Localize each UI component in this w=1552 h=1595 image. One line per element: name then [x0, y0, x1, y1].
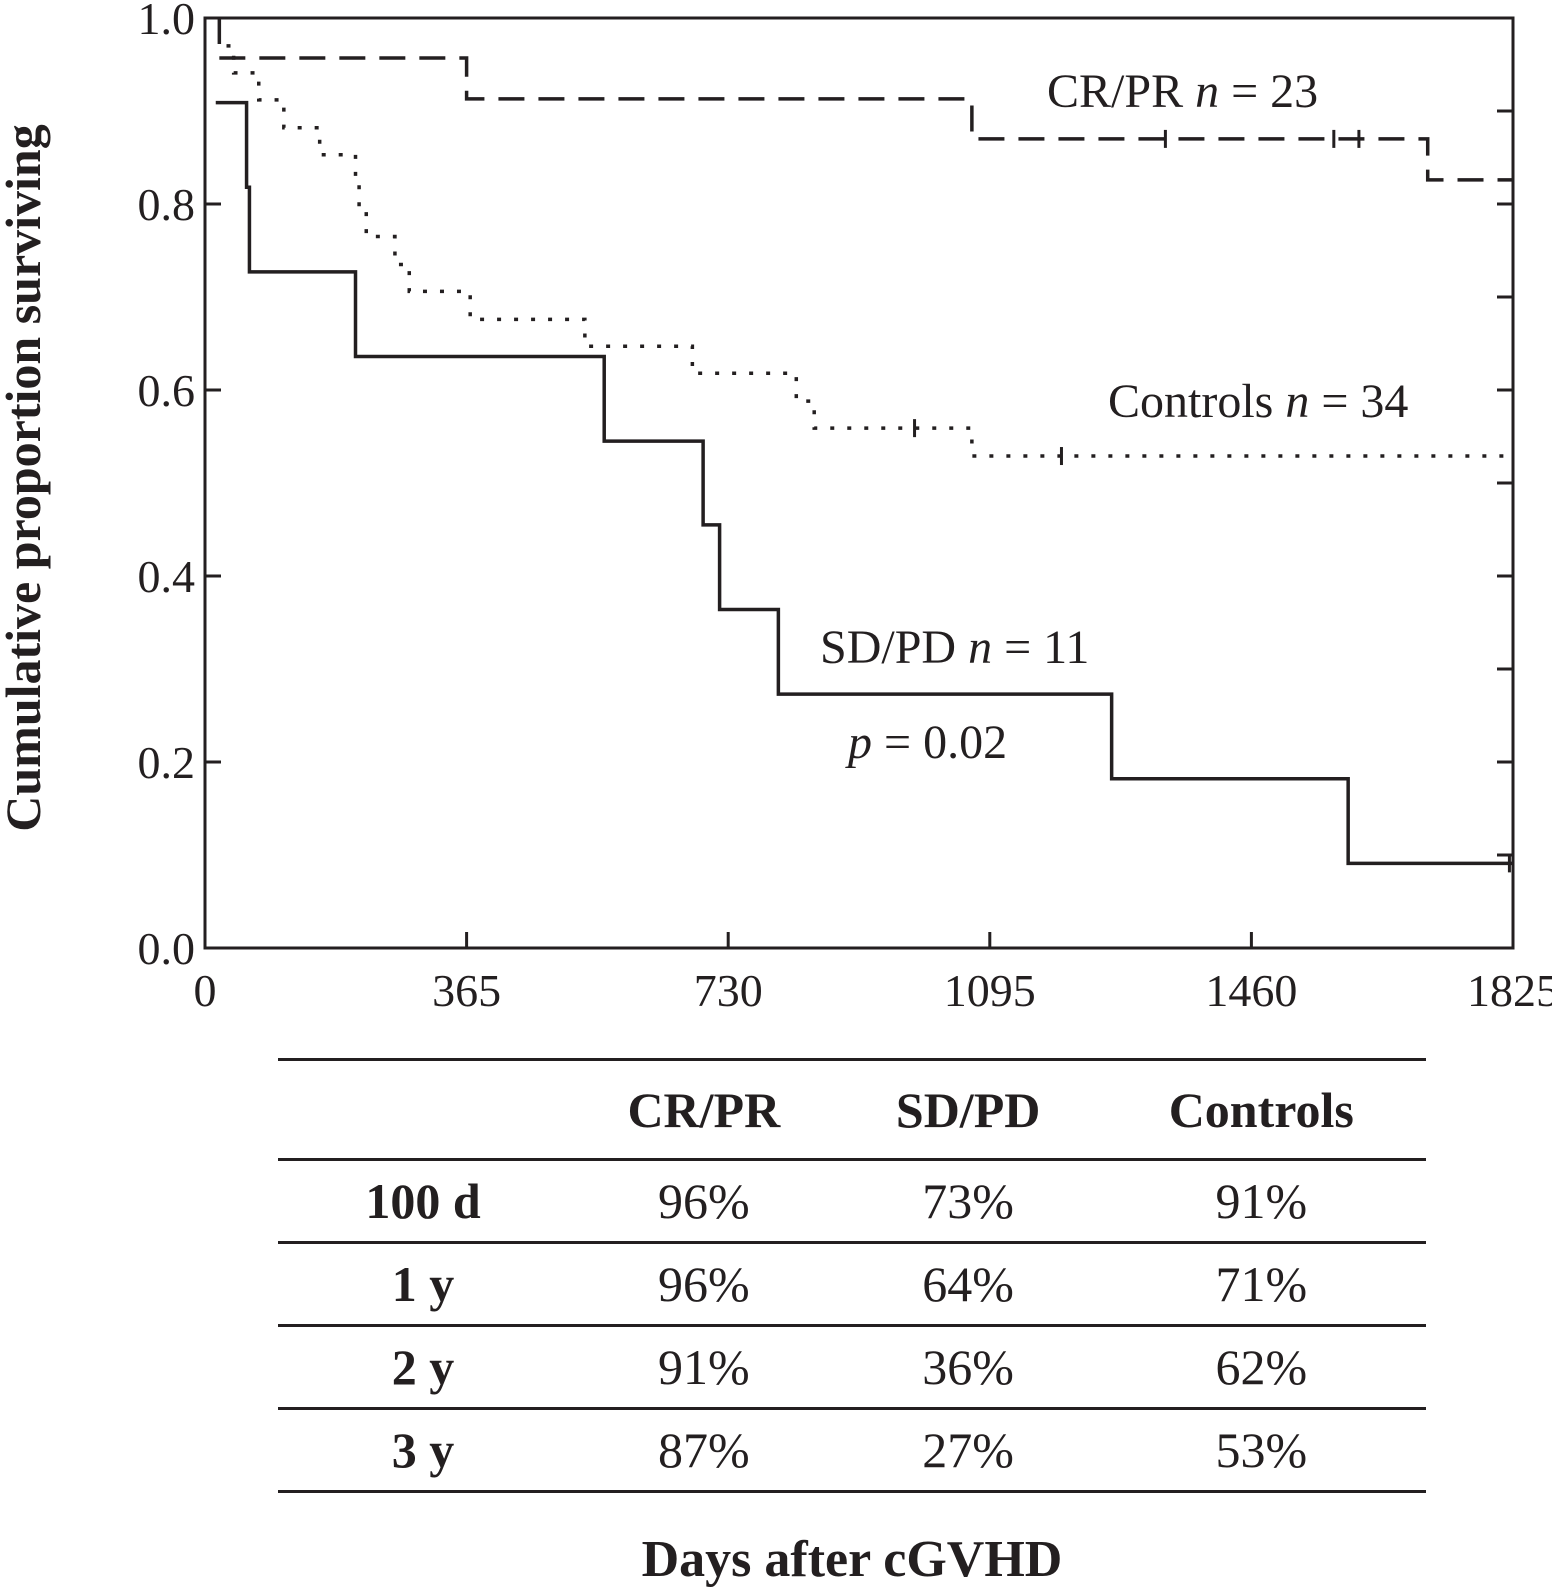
x-tick-label: 1825: [1467, 965, 1552, 1016]
x-tick-label: 730: [694, 965, 763, 1016]
x-tick-label: 1095: [944, 965, 1036, 1016]
curve-controls: [226, 44, 1513, 458]
table-header-crpr: CR/PR: [568, 1058, 840, 1161]
axis-ticks: [203, 16, 1515, 950]
controls-curve-label: Controls n = 34: [1108, 375, 1408, 428]
x-tick-label: 365: [432, 965, 501, 1016]
survival-chart: 0 365 730 1095 1460 1825 0.0 0.2 0.4 0.6 0.8 1.0 Cu…: [0, 0, 1552, 1016]
table-header-controls: Controls: [1096, 1058, 1426, 1161]
table-cell: 91%: [1096, 1159, 1426, 1244]
curve-sd-pd: [215, 100, 1513, 866]
y-tick-label: 0.8: [138, 179, 196, 230]
table-header-corner: [278, 1058, 568, 1161]
table-cell: 91%: [568, 1325, 840, 1410]
table-cell: 71%: [1096, 1242, 1426, 1327]
plot-frame: [203, 16, 1515, 950]
table-header-sdpd: SD/PD: [839, 1058, 1097, 1161]
y-tick-label: 0.6: [138, 365, 196, 416]
table-cell: 62%: [1096, 1325, 1426, 1410]
table-cell: 96%: [568, 1159, 840, 1244]
crpr-curve-label: CR/PR n = 23: [1047, 65, 1318, 118]
table-cell: 96%: [568, 1242, 840, 1327]
table-cell: 64%: [839, 1242, 1097, 1327]
y-axis-label: Cumulative proportion surviving: [0, 124, 51, 832]
sdpd-curve-label: SD/PD n = 11: [820, 621, 1089, 674]
table-cell: 27%: [839, 1408, 1097, 1493]
survival-summary-table: CR/PR SD/PD Controls 100 d 96% 73% 91% 1…: [278, 1058, 1426, 1493]
table-cell: 53%: [1096, 1408, 1426, 1493]
y-tick-label: 0.2: [138, 737, 196, 788]
axis-tick-labels: 0 365 730 1095 1460 1825 0.0 0.2 0.4 0.6 0.8 1.0: [138, 0, 1552, 1016]
table-cell: 36%: [839, 1325, 1097, 1410]
table-row-label: 1 y: [278, 1242, 568, 1327]
x-axis-label: Days after cGVHD: [641, 1531, 1063, 1588]
table-row: 100 d 96% 73% 91%: [278, 1159, 1426, 1244]
table-row: 3 y 87% 27% 53%: [278, 1408, 1426, 1493]
y-tick-label: 1.0: [138, 0, 196, 44]
table-row: 1 y 96% 64% 71%: [278, 1242, 1426, 1327]
y-tick-label: 0.0: [138, 923, 196, 974]
table-cell: 73%: [839, 1159, 1097, 1244]
y-tick-label: 0.4: [138, 551, 196, 602]
table-row-label: 2 y: [278, 1325, 568, 1410]
table-row-label: 100 d: [278, 1159, 568, 1244]
x-tick-label: 1460: [1205, 965, 1297, 1016]
censor-marks: [913, 129, 1511, 873]
table-cell: 87%: [568, 1408, 840, 1493]
curve-cr-pr: [217, 18, 1513, 182]
table-header-row: CR/PR SD/PD Controls: [278, 1058, 1426, 1161]
table-row-label: 3 y: [278, 1408, 568, 1493]
survival-curves: [215, 18, 1513, 866]
p-value-label: p = 0.02: [845, 716, 1007, 769]
table-row: 2 y 91% 36% 62%: [278, 1325, 1426, 1410]
x-tick-label: 0: [194, 965, 217, 1016]
